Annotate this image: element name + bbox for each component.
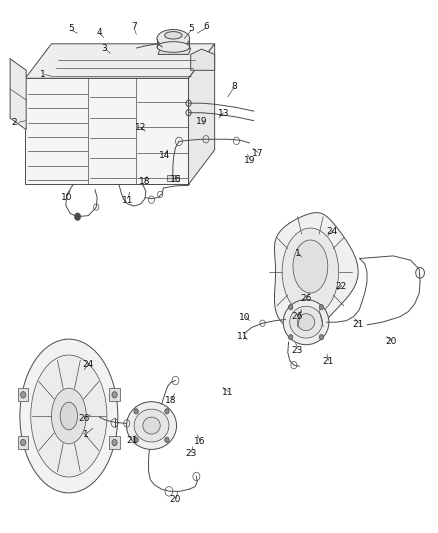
Text: 17: 17 <box>252 149 264 158</box>
Text: 23: 23 <box>292 346 303 355</box>
Text: 2: 2 <box>12 118 17 127</box>
Text: 18: 18 <box>166 395 177 405</box>
Circle shape <box>112 439 117 446</box>
Polygon shape <box>25 78 188 184</box>
Circle shape <box>134 437 138 442</box>
Text: 23: 23 <box>185 449 196 458</box>
Ellipse shape <box>134 409 169 442</box>
Ellipse shape <box>31 355 107 477</box>
Circle shape <box>289 335 293 340</box>
Circle shape <box>21 392 26 398</box>
Text: 19: 19 <box>196 117 207 126</box>
Circle shape <box>21 439 26 446</box>
Circle shape <box>165 437 169 442</box>
Text: 16: 16 <box>170 175 181 184</box>
Circle shape <box>319 304 324 310</box>
Polygon shape <box>188 44 215 184</box>
Text: 6: 6 <box>203 22 209 31</box>
Ellipse shape <box>290 306 322 338</box>
Text: 18: 18 <box>139 177 151 186</box>
Text: 22: 22 <box>335 282 346 291</box>
Text: 21: 21 <box>353 320 364 329</box>
Text: 8: 8 <box>231 82 237 91</box>
Polygon shape <box>158 48 191 54</box>
Text: 11: 11 <box>222 388 233 397</box>
Ellipse shape <box>165 31 182 39</box>
Ellipse shape <box>293 240 328 293</box>
Circle shape <box>112 392 117 398</box>
Text: 21: 21 <box>126 436 138 445</box>
Text: 11: 11 <box>122 196 133 205</box>
Ellipse shape <box>297 314 315 330</box>
Text: 11: 11 <box>237 332 249 341</box>
Circle shape <box>319 335 324 340</box>
Text: 26: 26 <box>292 312 303 321</box>
Polygon shape <box>18 389 28 401</box>
Text: 10: 10 <box>61 193 72 202</box>
Polygon shape <box>110 436 120 449</box>
Text: 7: 7 <box>131 22 137 31</box>
Text: 3: 3 <box>101 44 106 53</box>
Text: 4: 4 <box>96 28 102 37</box>
Ellipse shape <box>282 228 339 316</box>
Text: 13: 13 <box>218 109 229 118</box>
Polygon shape <box>10 59 26 130</box>
Ellipse shape <box>143 417 160 434</box>
Text: 16: 16 <box>194 437 205 446</box>
Text: 1: 1 <box>40 70 46 79</box>
Text: 24: 24 <box>83 360 94 368</box>
Text: 20: 20 <box>170 495 181 504</box>
Polygon shape <box>110 389 120 401</box>
Polygon shape <box>191 49 215 70</box>
Text: 19: 19 <box>244 156 255 165</box>
Circle shape <box>165 409 169 414</box>
Text: 1: 1 <box>83 430 89 439</box>
Text: 5: 5 <box>68 25 74 34</box>
Text: 20: 20 <box>385 337 396 346</box>
Circle shape <box>289 304 293 310</box>
Polygon shape <box>25 44 215 78</box>
Text: 26: 26 <box>78 414 90 423</box>
Ellipse shape <box>127 402 177 449</box>
Text: 5: 5 <box>188 25 194 34</box>
Polygon shape <box>275 213 358 331</box>
Text: 21: 21 <box>322 358 333 367</box>
Polygon shape <box>18 436 28 449</box>
Ellipse shape <box>51 388 86 444</box>
Text: 12: 12 <box>135 123 146 132</box>
Ellipse shape <box>283 300 329 345</box>
Text: 10: 10 <box>239 313 251 322</box>
Circle shape <box>74 213 81 220</box>
Polygon shape <box>167 175 179 181</box>
Ellipse shape <box>157 42 190 52</box>
Circle shape <box>134 409 138 414</box>
Ellipse shape <box>157 29 190 47</box>
Text: 1: 1 <box>294 249 300 259</box>
Text: 26: 26 <box>300 294 312 303</box>
Ellipse shape <box>20 339 118 493</box>
Text: 14: 14 <box>159 151 170 160</box>
Text: 24: 24 <box>327 227 338 236</box>
Ellipse shape <box>60 402 78 430</box>
